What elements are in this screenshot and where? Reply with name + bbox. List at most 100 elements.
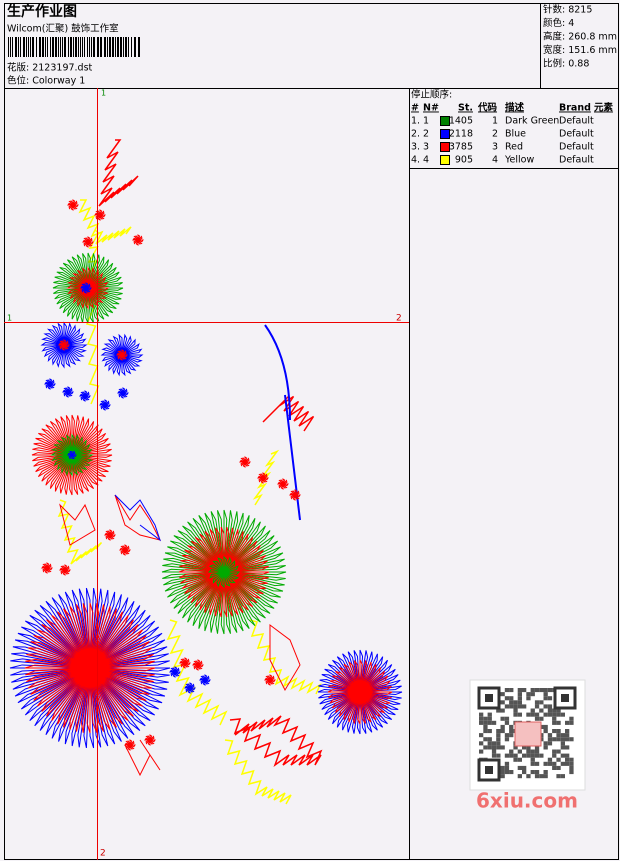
qr-cell bbox=[522, 688, 527, 693]
qr-cell bbox=[504, 716, 510, 721]
row-description: Red bbox=[505, 142, 523, 153]
bar bbox=[10, 37, 11, 57]
row-description: Dark Green bbox=[505, 116, 559, 127]
qr-cell bbox=[534, 745, 540, 750]
qr-cell bbox=[539, 753, 544, 758]
qr-cell bbox=[560, 737, 565, 742]
qr-cell bbox=[530, 692, 535, 697]
qr-cell bbox=[543, 770, 548, 775]
qr-cell bbox=[491, 753, 497, 758]
qr-cell bbox=[526, 745, 531, 750]
qr-cell bbox=[504, 688, 510, 693]
bar bbox=[45, 37, 46, 57]
qr-cell bbox=[534, 716, 540, 721]
row-n: 4 bbox=[423, 155, 429, 166]
motif bbox=[114, 494, 161, 542]
stitch-run bbox=[166, 619, 228, 726]
qr-cell bbox=[539, 716, 544, 721]
qr-cell bbox=[500, 729, 505, 734]
qr-cell bbox=[522, 765, 527, 770]
qr-cell bbox=[496, 729, 501, 734]
stat: 高度: 260.8 mm bbox=[543, 31, 617, 43]
row-description: Blue bbox=[505, 129, 526, 140]
qr-cell bbox=[517, 749, 522, 754]
qr-cell bbox=[547, 761, 553, 766]
row-description: Yellow bbox=[504, 155, 534, 166]
burst bbox=[192, 659, 204, 671]
qr-cell bbox=[556, 765, 561, 770]
crosshair-label: 1 bbox=[101, 89, 106, 98]
stitch-run bbox=[249, 619, 322, 695]
qr-cell bbox=[517, 774, 522, 779]
qr-cell bbox=[539, 774, 544, 779]
bar bbox=[112, 37, 114, 57]
bar bbox=[134, 37, 136, 57]
qr-cell bbox=[487, 745, 492, 750]
qr-cell bbox=[534, 704, 540, 709]
qr-cell bbox=[543, 774, 548, 779]
qr-cell bbox=[491, 720, 497, 725]
bar bbox=[36, 37, 37, 57]
burst bbox=[264, 674, 276, 686]
qr-cell bbox=[504, 720, 510, 725]
qr-cell bbox=[504, 765, 510, 770]
qr-cell bbox=[530, 770, 535, 775]
qr-logo bbox=[514, 721, 542, 747]
qr-cell bbox=[500, 708, 505, 713]
qr-cell bbox=[509, 753, 514, 758]
qr-cell bbox=[534, 712, 540, 717]
qr-cell bbox=[513, 757, 518, 762]
burst bbox=[289, 489, 301, 501]
row-index: 4. bbox=[411, 155, 420, 166]
row-n: 2 bbox=[423, 129, 429, 140]
qr-cell bbox=[504, 761, 510, 766]
qr-cell bbox=[534, 774, 540, 779]
bar bbox=[28, 37, 29, 57]
row-n: 1 bbox=[423, 116, 429, 127]
qr-finder bbox=[561, 694, 569, 702]
bar bbox=[32, 37, 34, 57]
crosshair-label: 2 bbox=[396, 314, 402, 324]
burst bbox=[117, 387, 129, 399]
qr-cell bbox=[509, 733, 514, 738]
burst bbox=[239, 456, 251, 468]
qr-cell bbox=[547, 741, 553, 746]
burst bbox=[116, 349, 128, 361]
qr-cell bbox=[565, 745, 570, 750]
stitch-run bbox=[78, 199, 132, 245]
row-index: 2. bbox=[411, 129, 420, 140]
burst bbox=[59, 564, 71, 576]
qr-cell bbox=[517, 757, 522, 762]
qr-cell bbox=[565, 761, 570, 766]
bar bbox=[80, 37, 81, 57]
qr-cell bbox=[569, 716, 574, 721]
colorway: 色位: Colorway 1 bbox=[7, 75, 85, 87]
qr-cell bbox=[543, 761, 548, 766]
row-brand: Default bbox=[559, 155, 594, 166]
frame bbox=[4, 3, 619, 860]
qr-cell bbox=[552, 729, 557, 734]
column-header: St. bbox=[458, 103, 473, 114]
color-swatch bbox=[440, 129, 450, 139]
qr-cell bbox=[487, 720, 492, 725]
bar bbox=[138, 37, 140, 57]
bar bbox=[109, 37, 111, 57]
bar bbox=[58, 37, 59, 57]
qr-cell bbox=[509, 729, 514, 734]
row-stitches: 3785 bbox=[449, 142, 473, 153]
burst bbox=[44, 378, 56, 390]
bar bbox=[52, 37, 54, 57]
qr-cell bbox=[534, 749, 540, 754]
qr-cell bbox=[513, 708, 518, 713]
burst bbox=[327, 659, 393, 725]
row-brand: Default bbox=[559, 116, 594, 127]
qr-cell bbox=[504, 733, 510, 738]
burst bbox=[9, 587, 171, 749]
bar bbox=[68, 37, 69, 57]
bar bbox=[60, 37, 61, 57]
qr-cell bbox=[517, 692, 522, 697]
qr-cell bbox=[560, 733, 565, 738]
qr-cell bbox=[513, 700, 518, 705]
qr-cell bbox=[539, 708, 544, 713]
qr-cell bbox=[552, 753, 557, 758]
